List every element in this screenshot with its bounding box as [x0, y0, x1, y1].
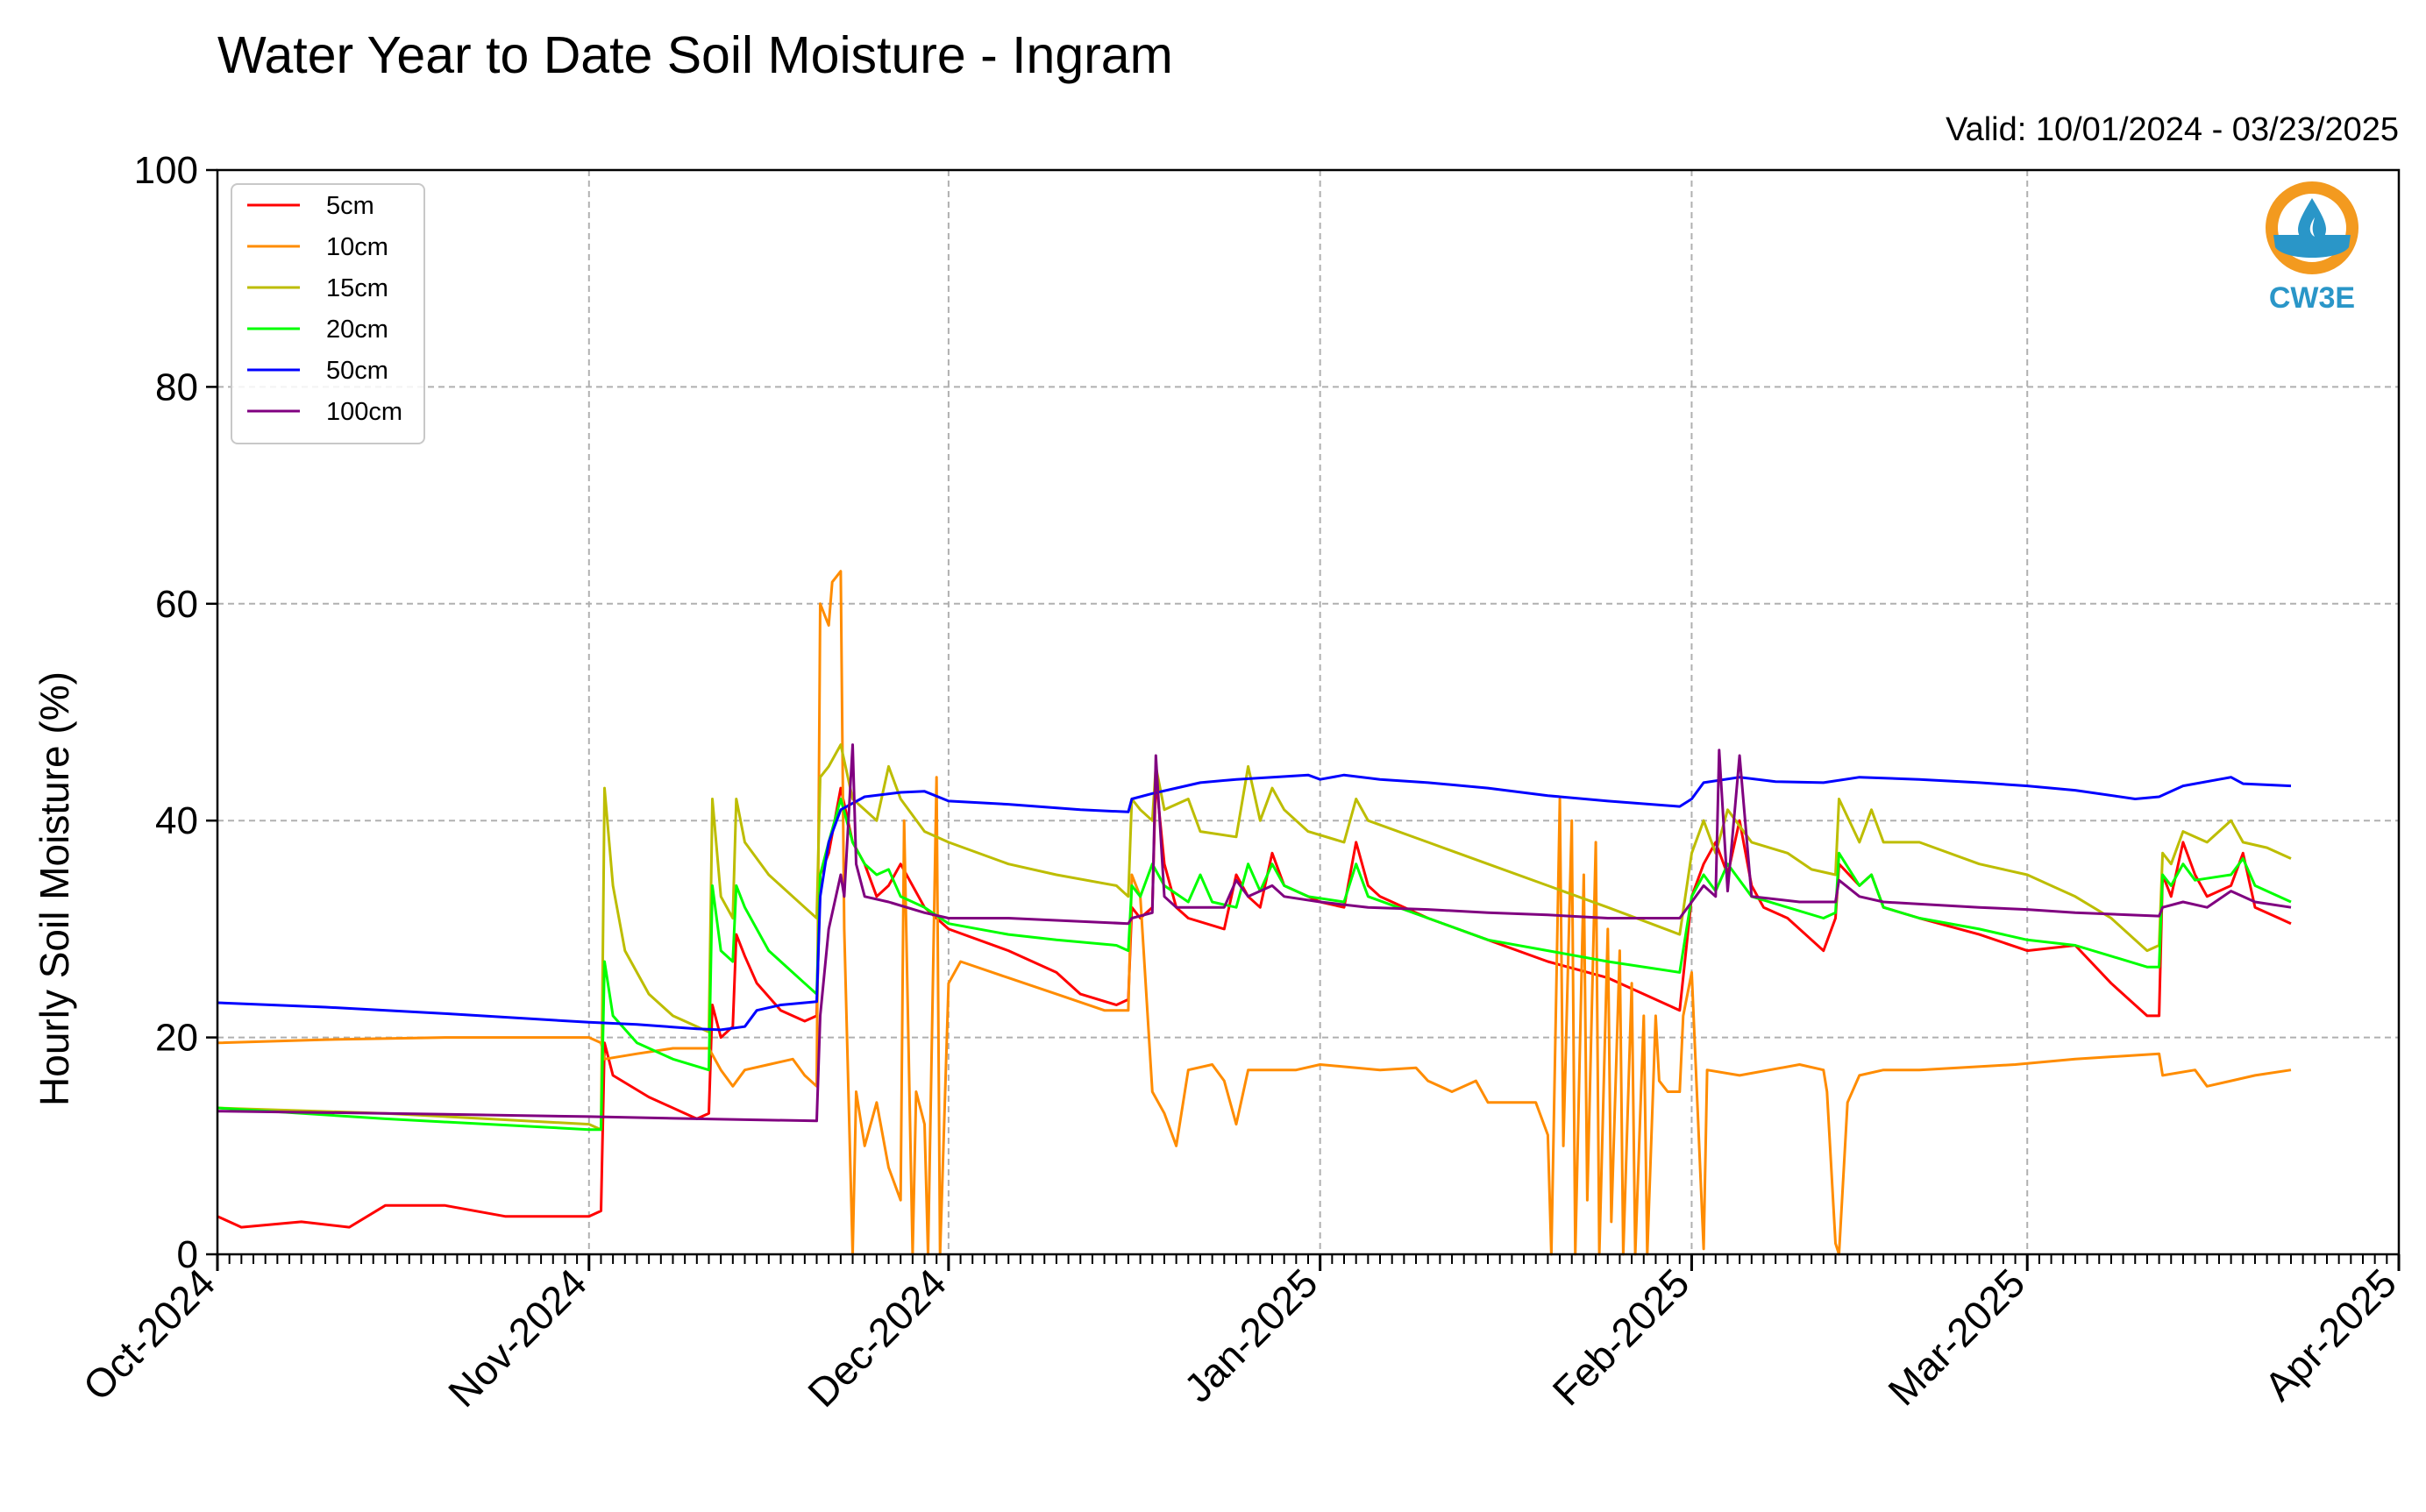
cw3e-logo: CW3E: [2266, 181, 2358, 315]
legend-label-20cm: 20cm: [326, 316, 388, 344]
legend-label-10cm: 10cm: [326, 233, 388, 261]
y-tick-label: 0: [177, 1233, 198, 1276]
x-tick-label: Apr-2025: [2255, 1260, 2405, 1409]
chart-subtitle: Valid: 10/01/2024 - 03/23/2025: [1946, 111, 2399, 148]
y-tick-label: 20: [155, 1017, 198, 1060]
x-tick-label: Oct-2024: [75, 1260, 224, 1409]
y-axis-label: Hourly Soil Moisture (%): [32, 671, 77, 1106]
grid: [217, 170, 2399, 1254]
logo-drop-icon: [2298, 198, 2326, 244]
y-axis: 0 20 40 60 80 100: [134, 149, 217, 1276]
x-tick-label: Feb-2025: [1544, 1260, 1698, 1414]
legend-label-50cm: 50cm: [326, 357, 388, 385]
legend: 5cm 10cm 15cm 20cm 50cm 100cm: [231, 183, 425, 444]
chart-title: Water Year to Date Soil Moisture - Ingra…: [217, 26, 1173, 84]
legend-frame: [231, 183, 425, 444]
logo-text: CW3E: [2269, 281, 2355, 315]
legend-label-5cm: 5cm: [326, 192, 374, 220]
series-line-15cm: [217, 743, 2292, 1132]
series-line-5cm: [217, 776, 2292, 1229]
legend-items: 5cm 10cm 15cm 20cm 50cm 100cm: [247, 192, 402, 426]
x-axis: Oct-2024 Nov-2024 Dec-2024 Jan-2025 Feb-2025…: [75, 1254, 2405, 1416]
y-tick-label: 100: [134, 149, 198, 192]
series-line-100cm: [217, 743, 2292, 1123]
y-tick-label: 40: [155, 799, 198, 842]
legend-label-15cm: 15cm: [326, 274, 388, 302]
logo-drop-highlight: [2309, 217, 2315, 237]
legend-label-100cm: 100cm: [326, 398, 402, 426]
series-line-50cm: [217, 773, 2292, 1032]
y-tick-label: 80: [155, 366, 198, 408]
x-tick-label: Nov-2024: [439, 1260, 595, 1416]
plot-series: [217, 570, 2292, 1256]
logo-ring: [2266, 181, 2358, 274]
x-tick-label: Jan-2025: [1175, 1260, 1326, 1410]
x-tick-label: Mar-2025: [1879, 1260, 2033, 1414]
logo-waves: [2273, 235, 2351, 258]
plot-frame: [216, 168, 2401, 1256]
y-tick-label: 60: [155, 583, 198, 626]
series-line-20cm: [217, 798, 2292, 1132]
x-tick-label: Dec-2024: [799, 1260, 955, 1416]
series-line-10cm: [217, 570, 2292, 1256]
